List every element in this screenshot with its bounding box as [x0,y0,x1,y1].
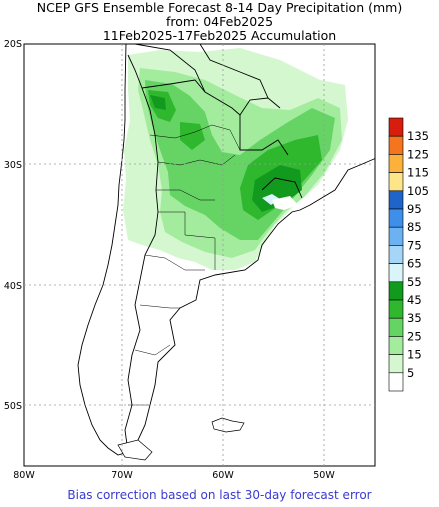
precip-65mm-area [262,194,280,205]
colorbar-level-label: 125 [407,147,429,161]
colorbar-swatch-5 [388,208,404,228]
lat-label-50s: 50S [4,401,22,412]
falkland-islands [211,417,245,433]
colorbar-swatch-6 [388,226,404,246]
colorbar-swatch-0 [388,117,404,137]
lat-label-40s: 40S [4,281,22,292]
chile-argentina-border [124,54,159,453]
precip-55mm-area [150,95,302,212]
colorbar-swatch-1 [388,135,404,155]
atlantic-coastline [137,158,375,441]
colorbar-swatch-12 [388,336,404,355]
map-title: NCEP GFS Ensemble Forecast 8-14 Day Prec… [36,0,403,15]
colorbar-swatch-11 [388,317,404,337]
colorbar-level-label: 45 [407,293,422,307]
province-borders [128,124,241,406]
colorbar-swatch-13 [388,354,404,374]
graticule [24,44,375,466]
lon-label-60w: 60W [212,470,234,481]
latitude-labels: 20S 30S 40S 50S [4,39,22,412]
colorbar-level-label: 55 [407,275,422,289]
colorbar-swatch-9 [388,281,404,301]
precip-shading [123,48,348,270]
colorbar-level-label: 75 [407,238,422,252]
colorbar-swatch-2 [388,154,404,173]
lon-label-70w: 70W [111,470,133,481]
colorbar-swatch-4 [388,190,404,210]
tierra-del-fuego [117,439,153,461]
paraguay-brazil-border [239,97,281,116]
lat-label-20s: 20S [4,39,22,50]
lon-label-50w: 50W [313,470,335,481]
bias-correction-note: Bias correction based on last 30-day for… [67,488,372,502]
colorbar-level-label: 35 [407,311,422,325]
colorbar-level-label: 5 [407,366,414,380]
bolivia-border [134,44,206,93]
colorbar-level-label: 25 [407,329,422,343]
longitude-labels: 80W 70W 60W 50W [13,470,335,481]
colorbar-level-label: 85 [407,220,422,234]
colorbar-swatch-14 [388,372,404,392]
brazil-inland-border [199,44,269,99]
colorbar-level-label: 135 [407,129,429,143]
colorbar-swatch-3 [388,172,404,192]
argentina-bolivia-paraguay-border [141,79,289,156]
map-frame [23,43,376,467]
colorbar-swatch-7 [388,245,404,264]
coastlines-and-borders [77,44,375,456]
colorbar-level-label: 115 [407,166,429,180]
pacific-coastline [77,44,129,456]
colorbar-legend: 135 125 115 105 95 85 75 65 55 45 35 25 15 5 [388,117,429,392]
colorbar-level-label: 105 [407,184,429,198]
map-subtitle-init-date: from: 04Feb2025 [165,14,274,29]
rio-de-la-plata [272,196,298,210]
lat-label-30s: 30S [4,160,22,171]
colorbar-level-label: 95 [407,202,422,216]
colorbar-level-label: 65 [407,257,422,271]
colorbar-swatch-8 [388,263,404,283]
uruguay-border [261,177,303,199]
colorbar-level-label: 15 [407,348,422,362]
colorbar-swatch-10 [388,299,404,319]
map-subtitle-period: 11Feb2025-17Feb2025 Accumulation [102,28,337,43]
lon-label-80w: 80W [13,470,35,481]
